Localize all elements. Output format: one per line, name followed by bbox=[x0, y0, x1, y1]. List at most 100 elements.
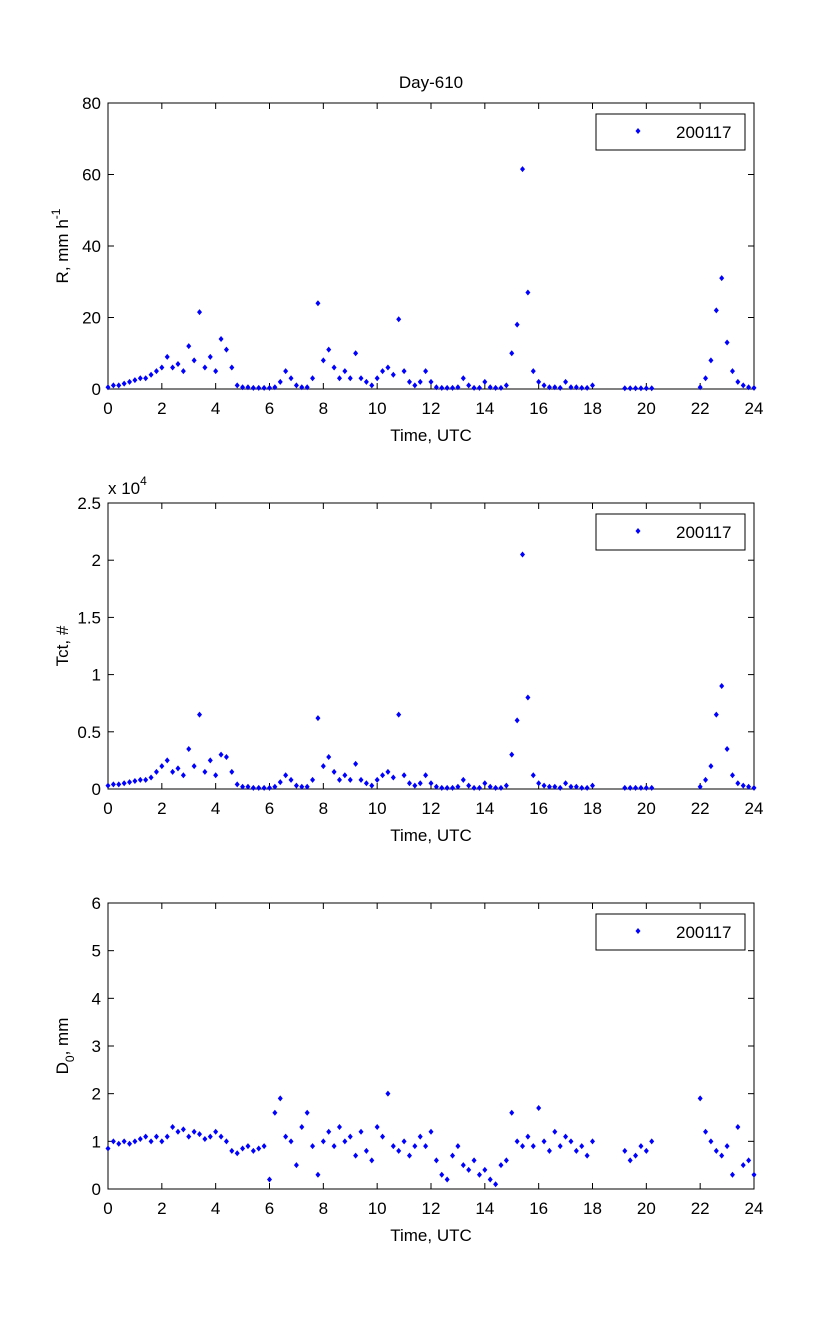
data-point bbox=[697, 783, 703, 790]
data-point bbox=[110, 1138, 116, 1145]
data-point bbox=[326, 753, 332, 760]
data-point bbox=[153, 1133, 159, 1140]
data-point bbox=[708, 357, 714, 364]
legend-label: 200117 bbox=[676, 923, 731, 942]
data-point bbox=[229, 364, 235, 371]
data-point bbox=[450, 384, 456, 391]
data-point bbox=[170, 1124, 176, 1131]
data-point bbox=[186, 343, 192, 350]
data-point bbox=[536, 1104, 542, 1111]
data-point bbox=[105, 1145, 111, 1152]
data-point bbox=[143, 776, 149, 783]
data-point bbox=[455, 783, 461, 790]
x-tick-label: 14 bbox=[475, 399, 494, 418]
data-point bbox=[724, 745, 730, 752]
data-point bbox=[223, 753, 229, 760]
data-point bbox=[234, 1150, 240, 1157]
data-point bbox=[638, 1143, 644, 1150]
data-point bbox=[493, 1181, 499, 1188]
data-point bbox=[245, 783, 251, 790]
y-tick-label: 0.5 bbox=[77, 723, 101, 742]
y-tick-label: 3 bbox=[92, 1037, 101, 1056]
data-point bbox=[509, 751, 515, 758]
data-point bbox=[374, 776, 380, 783]
data-point bbox=[563, 378, 569, 385]
data-point bbox=[498, 1162, 504, 1169]
data-point bbox=[283, 1133, 289, 1140]
data-point bbox=[390, 774, 396, 781]
data-point bbox=[590, 1138, 595, 1145]
data-point bbox=[466, 782, 472, 789]
data-point bbox=[240, 783, 246, 790]
data-point bbox=[417, 378, 423, 385]
data-point bbox=[450, 1152, 456, 1159]
data-point bbox=[590, 782, 595, 789]
data-point bbox=[374, 375, 380, 382]
data-point bbox=[164, 757, 170, 764]
x-tick-label: 8 bbox=[319, 399, 328, 418]
x-tick-label: 22 bbox=[691, 1199, 710, 1218]
data-point bbox=[406, 1152, 412, 1159]
data-point bbox=[380, 1133, 386, 1140]
x-tick-label: 14 bbox=[475, 799, 494, 818]
data-point bbox=[315, 715, 321, 722]
y-tick-label: 0 bbox=[92, 780, 101, 799]
data-point bbox=[455, 1143, 461, 1150]
data-point bbox=[735, 780, 741, 787]
data-point bbox=[536, 780, 542, 787]
data-point bbox=[245, 384, 251, 391]
data-point bbox=[643, 784, 649, 791]
data-point bbox=[466, 1166, 472, 1173]
data-point bbox=[137, 776, 143, 783]
data-point bbox=[584, 1152, 590, 1159]
data-point bbox=[401, 772, 407, 779]
data-point bbox=[466, 382, 472, 389]
data-point bbox=[552, 384, 558, 391]
data-point bbox=[369, 382, 375, 389]
data-point bbox=[202, 768, 208, 775]
y-label-sup: -1 bbox=[49, 208, 63, 219]
x-tick-label: 18 bbox=[583, 399, 602, 418]
data-point bbox=[633, 1152, 639, 1159]
data-point bbox=[579, 784, 585, 791]
data-point bbox=[713, 307, 719, 314]
data-point bbox=[132, 377, 138, 384]
data-point bbox=[315, 1171, 321, 1178]
data-point bbox=[110, 781, 116, 788]
data-point bbox=[406, 378, 412, 385]
data-point bbox=[697, 384, 703, 391]
y-tick-label: 1 bbox=[92, 666, 101, 685]
x-tick-label: 16 bbox=[529, 1199, 548, 1218]
x-tick-label: 20 bbox=[637, 799, 656, 818]
data-point bbox=[159, 364, 165, 371]
data-point bbox=[493, 384, 499, 391]
x-tick-label: 24 bbox=[745, 1199, 764, 1218]
data-point bbox=[740, 1162, 746, 1169]
data-point bbox=[320, 357, 326, 364]
data-point bbox=[331, 364, 337, 371]
data-point bbox=[498, 384, 504, 391]
data-point bbox=[353, 1152, 359, 1159]
data-point bbox=[557, 384, 563, 391]
data-point bbox=[633, 385, 639, 392]
x-axis-label: Time, UTC bbox=[390, 826, 472, 845]
y-label-text: R, mm h bbox=[53, 219, 72, 283]
data-point bbox=[191, 763, 197, 770]
data-point bbox=[703, 776, 709, 783]
x-tick-label: 12 bbox=[422, 799, 441, 818]
data-point bbox=[342, 1138, 348, 1145]
data-point bbox=[267, 1176, 272, 1183]
data-point bbox=[444, 1176, 450, 1183]
data-point bbox=[433, 1157, 439, 1164]
data-point bbox=[213, 772, 219, 779]
data-point bbox=[428, 378, 434, 385]
data-point bbox=[622, 1147, 628, 1154]
data-point bbox=[568, 384, 574, 391]
data-point bbox=[557, 784, 563, 791]
data-point bbox=[186, 1133, 192, 1140]
data-point bbox=[439, 384, 445, 391]
data-point bbox=[493, 784, 499, 791]
data-point bbox=[127, 779, 133, 786]
data-point bbox=[751, 784, 757, 791]
data-point bbox=[197, 1131, 203, 1138]
